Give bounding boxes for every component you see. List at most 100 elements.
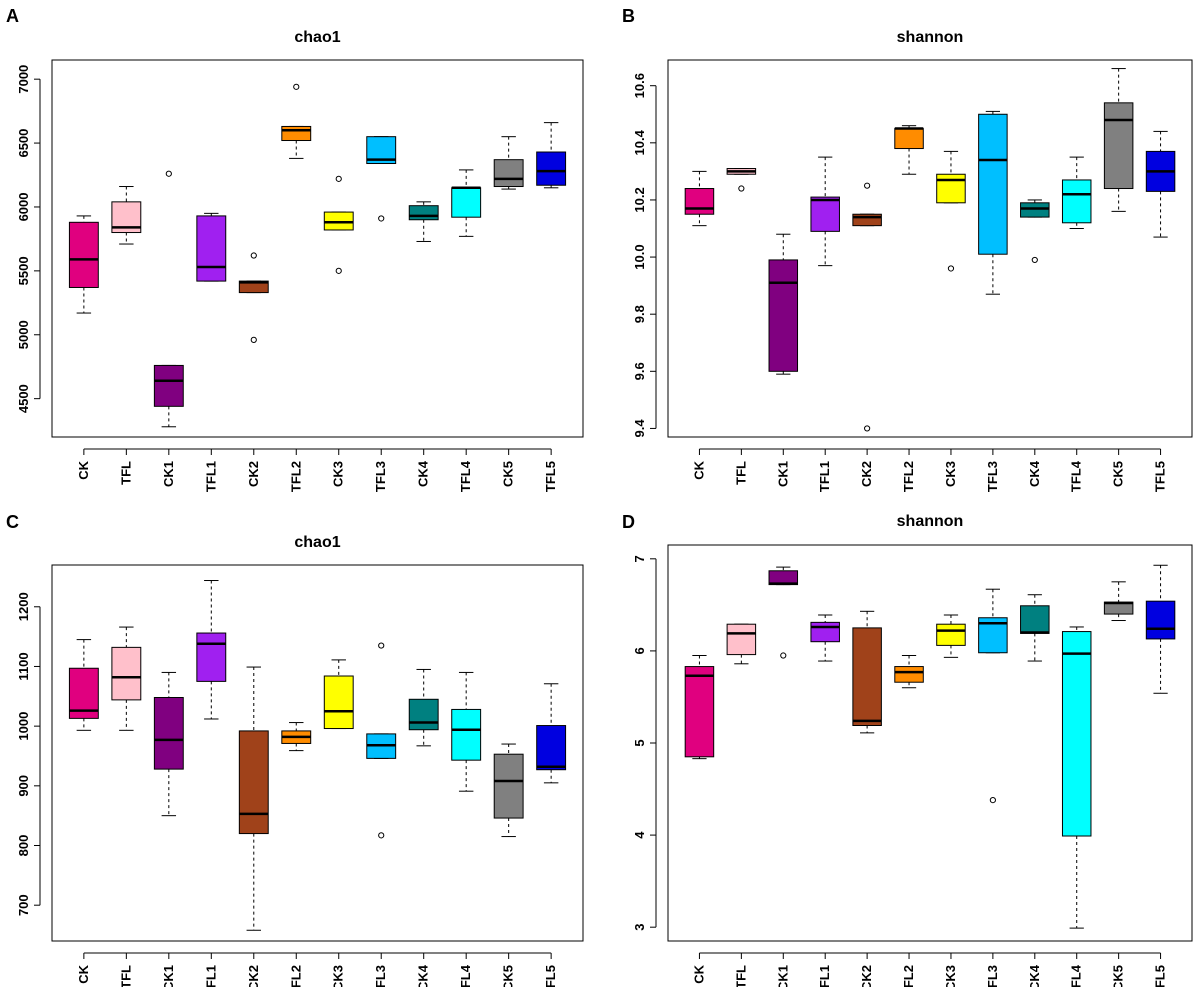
x-tick-label-ck: CK [76, 460, 91, 479]
box-tfl4 [1061, 626, 1092, 929]
iqr-box [1061, 631, 1092, 837]
box-ck1 [153, 671, 184, 817]
iqr-box [768, 259, 799, 372]
y-tick-label: 1100 [16, 652, 31, 680]
iqr-box [323, 675, 354, 730]
box-ck5 [1103, 68, 1134, 212]
iqr-box [153, 364, 184, 407]
box-tfl1 [196, 580, 227, 720]
x-tick-label-tfl3: TFL3 [373, 461, 388, 492]
x-tick-label-ck1: CK1 [775, 461, 790, 487]
x-tick-label-ck1: CK1 [161, 461, 176, 487]
y-tick-label: 5500 [16, 256, 31, 285]
y-axis: 700 800 900 1000 1100 1200 [16, 592, 41, 916]
box-tfl3 [978, 110, 1008, 295]
iqr-box [196, 632, 227, 682]
iqr-box [684, 666, 715, 758]
x-tick-label-tfl4: TFL4 [1069, 460, 1084, 492]
outlier-point [864, 425, 871, 432]
x-tick-label-tfl2: TFL2 [901, 965, 916, 987]
x-tick-label-ck2: CK2 [246, 461, 261, 487]
outlier-point [165, 170, 172, 177]
iqr-box [726, 623, 757, 656]
y-tick-label: 6500 [16, 129, 31, 158]
box-tfl [726, 168, 757, 192]
x-tick-label-tfl3: TFL3 [373, 965, 388, 987]
x-tick-label-ck1: CK1 [161, 965, 176, 987]
iqr-box [936, 623, 966, 646]
outlier-point [738, 185, 745, 192]
iqr-box [493, 159, 524, 188]
x-tick-label-tfl2: TFL2 [288, 461, 303, 492]
x-tick-label-ck1: CK1 [775, 965, 790, 987]
box-tfl2 [894, 655, 924, 689]
outlier-point [378, 215, 385, 222]
x-tick-label-tfl5: TFL5 [1153, 965, 1168, 987]
iqr-box [1103, 102, 1134, 190]
x-axis: CK TFL CK1 TFL1 CK2 TFL2 CK3 TFL3 CK4 TFL4 CK5 TFL5 [691, 448, 1168, 492]
panel-letter: A [6, 6, 19, 26]
iqr-box [684, 188, 715, 215]
outlier-point [864, 182, 871, 189]
x-tick-label-tfl4: TFL4 [1069, 964, 1084, 987]
box-tfl5 [536, 683, 567, 784]
y-tick-label: 6 [632, 647, 647, 654]
x-tick-label-ck5: CK5 [1111, 461, 1126, 487]
y-tick-label: 4500 [16, 384, 31, 413]
box-tfl1 [810, 614, 840, 662]
box-tfl5 [1145, 564, 1176, 694]
box-ck [684, 655, 715, 760]
chart-title: chao1 [294, 29, 340, 46]
x-tick-label-ck4: CK4 [1027, 460, 1042, 487]
y-tick-label: 10.4 [632, 129, 647, 155]
x-axis: CK TFL CK1 TFL1 CK2 TFL2 CK3 TFL3 CK4 TFL4 CK5 TFL5 [76, 448, 558, 492]
box-tfl2 [281, 722, 312, 752]
box-ck [684, 170, 715, 227]
iqr-box [196, 215, 227, 282]
plot-frame [667, 544, 1193, 942]
iqr-box [810, 621, 840, 643]
y-tick-label: 700 [16, 894, 31, 916]
box-tfl4 [1061, 156, 1092, 230]
x-tick-label-tfl: TFL [733, 461, 748, 485]
y-axis: 3 4 5 6 7 [632, 555, 657, 931]
outlier-point [1031, 256, 1038, 264]
iqr-box [408, 698, 439, 731]
x-tick-label-tfl: TFL [118, 461, 133, 485]
box-ck5 [1103, 581, 1134, 622]
y-tick-label: 10.0 [632, 244, 647, 269]
iqr-box [978, 113, 1008, 255]
iqr-box [536, 151, 567, 186]
box-ck [68, 639, 99, 731]
x-tick-label-ck3: CK3 [331, 965, 346, 987]
x-tick-label-tfl4: TFL4 [458, 460, 473, 492]
outlier-point [780, 652, 787, 659]
x-tick-label-tfl5: TFL5 [1153, 461, 1168, 492]
y-tick-label: 9.4 [632, 419, 647, 438]
iqr-box [111, 646, 142, 701]
x-tick-label-tfl2: TFL2 [901, 461, 916, 492]
x-tick-label-tfl: TFL [118, 965, 133, 987]
y-tick-label: 7000 [16, 65, 31, 94]
box-ck [68, 215, 99, 314]
box-tfl3 [366, 136, 397, 222]
box-ck2 [852, 610, 882, 734]
iqr-box [493, 753, 524, 819]
x-tick-label-tfl1: TFL1 [203, 461, 218, 492]
chart-title: shannon [897, 513, 964, 530]
y-tick-label: 9.8 [632, 305, 647, 323]
box-tfl3 [978, 588, 1008, 804]
y-tick-label: 5000 [16, 320, 31, 349]
iqr-box [1020, 605, 1050, 634]
iqr-box [936, 173, 966, 204]
x-tick-label-ck4: CK4 [416, 460, 431, 487]
x-tick-label-ck2: CK2 [859, 965, 874, 987]
panel-letter: B [622, 6, 635, 26]
box-tfl4 [451, 671, 482, 792]
y-tick-label: 5 [632, 739, 647, 746]
x-tick-label-ck5: CK5 [501, 965, 516, 987]
x-tick-label-ck4: CK4 [1027, 964, 1042, 987]
iqr-box [536, 725, 567, 771]
y-tick-label: 7 [632, 555, 647, 562]
